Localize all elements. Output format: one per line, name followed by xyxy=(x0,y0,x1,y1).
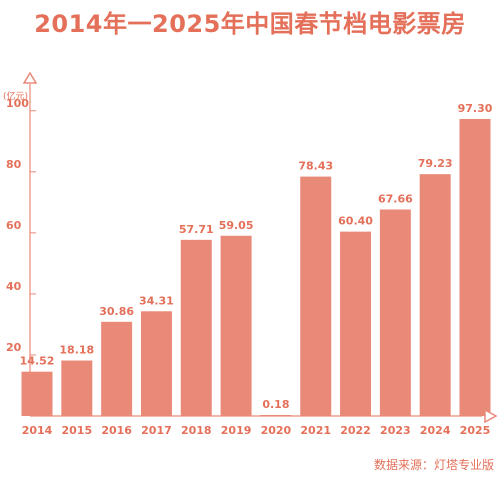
x-tick-label-2016: 2016 xyxy=(101,424,132,437)
chart-title: 2014年一2025年中国春节档电影票房 xyxy=(34,10,466,38)
x-tick-label-2015: 2015 xyxy=(62,424,93,437)
x-tick-label-2018: 2018 xyxy=(181,424,212,437)
y-axis-unit-label: (亿元) xyxy=(3,90,28,102)
y-tick-label: 80 xyxy=(6,158,22,171)
bar-2022 xyxy=(340,231,372,416)
bar-2014 xyxy=(21,371,53,416)
bar-2018 xyxy=(180,239,212,416)
data-label-2016: 30.86 xyxy=(99,305,134,318)
bar-2015 xyxy=(61,360,93,416)
data-label-2018: 57.71 xyxy=(179,223,214,236)
data-label-2022: 60.40 xyxy=(338,215,373,228)
data-label-2017: 34.31 xyxy=(139,294,174,307)
x-tick-label-2021: 2021 xyxy=(300,424,331,437)
x-tick-label-2025: 2025 xyxy=(460,424,491,437)
bar-2023 xyxy=(379,209,411,416)
y-tick-label: 60 xyxy=(6,219,22,232)
bar-2021 xyxy=(300,176,332,416)
data-label-2023: 67.66 xyxy=(378,192,413,205)
x-tick-label-2022: 2022 xyxy=(340,424,371,437)
data-label-2024: 79.23 xyxy=(418,157,453,170)
x-tick-label-2023: 2023 xyxy=(380,424,411,437)
x-tick-label-2019: 2019 xyxy=(221,424,252,437)
bar-2016 xyxy=(101,321,133,416)
data-label-2014: 14.52 xyxy=(20,355,55,368)
bar-2024 xyxy=(419,174,451,416)
x-axis-arrow xyxy=(484,408,498,424)
data-label-2019: 59.05 xyxy=(219,219,254,232)
x-tick-label-2020: 2020 xyxy=(261,424,292,437)
data-source: 数据来源：灯塔专业版 xyxy=(373,458,494,472)
data-label-2020: 0.18 xyxy=(262,398,289,411)
y-tick-label: 100 xyxy=(6,97,29,110)
bar-2017 xyxy=(140,311,172,416)
x-tick-label-2024: 2024 xyxy=(420,424,451,437)
x-tick-label-2014: 2014 xyxy=(22,424,53,437)
bar-2019 xyxy=(220,235,252,416)
y-tick-label: 20 xyxy=(6,341,22,354)
x-tick-label-2017: 2017 xyxy=(141,424,172,437)
y-axis-arrow xyxy=(22,71,38,84)
bar-2025 xyxy=(459,119,491,416)
data-label-2015: 18.18 xyxy=(59,344,94,357)
y-tick-label: 40 xyxy=(6,280,22,293)
data-label-2021: 78.43 xyxy=(298,160,333,173)
data-label-2025: 97.30 xyxy=(458,102,493,115)
